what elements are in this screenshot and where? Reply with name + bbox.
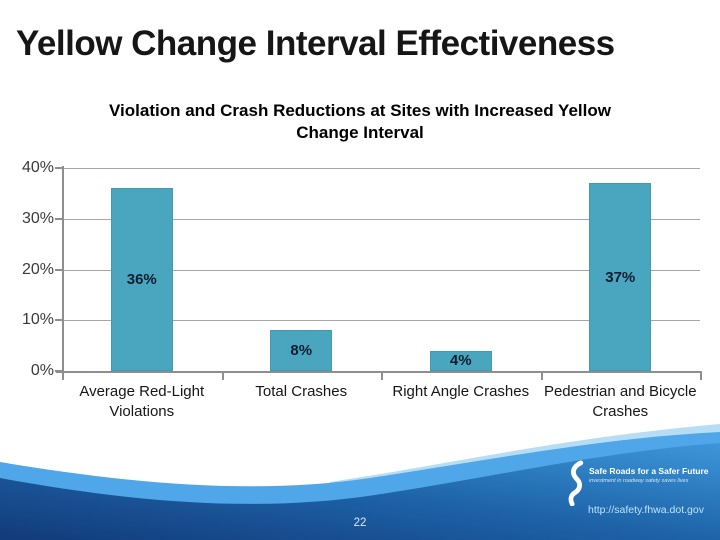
x-axis-tick	[62, 373, 64, 380]
gridline	[63, 269, 700, 271]
wave-body-shape	[0, 443, 720, 540]
y-axis-tick	[55, 217, 62, 220]
bar-4: 37%	[589, 183, 652, 371]
y-axis-tick-label: 30%	[21, 209, 54, 227]
bar-value-label: 4%	[449, 352, 472, 370]
y-axis-tick	[55, 167, 62, 169]
bar-value-label: 37%	[605, 268, 636, 286]
y-axis-tick-label: 20%	[21, 260, 54, 278]
s-swoosh-icon	[568, 460, 584, 506]
logo-url: http://safety.fhwa.dot.gov	[588, 504, 704, 516]
footer-wave-graphic	[0, 424, 720, 540]
chart-title: Violation and Crash Reductions at Sites …	[100, 100, 620, 144]
x-axis-category-label: Total Crashes	[255, 383, 348, 400]
bar-2: 8%	[270, 330, 333, 371]
x-axis-category-label: Right Angle Crashes	[392, 383, 530, 400]
x-axis-tick	[540, 373, 543, 380]
y-axis-tick	[55, 319, 62, 322]
y-axis-tick-label: 0%	[30, 362, 54, 379]
x-axis-category-label: Average Red-Light Violations	[79, 383, 205, 420]
x-axis-line	[56, 371, 702, 373]
x-axis-category-label: Pedestrian and Bicycle Crashes	[543, 383, 697, 420]
chart-title-text: Violation and Crash Reductions at Sites …	[109, 101, 611, 142]
gridline	[63, 320, 700, 322]
x-axis-tick	[700, 373, 702, 380]
bar-3: 4%	[429, 350, 492, 371]
page-number: 22	[353, 517, 367, 529]
logo-title: Safe Roads for a Safer Future	[589, 466, 709, 476]
x-axis-tick	[221, 373, 224, 380]
logo-tagline: investment in roadway safety saves lives	[589, 478, 689, 484]
x-axis-tick	[381, 373, 383, 380]
y-axis-tick-label: 10%	[21, 311, 54, 329]
y-axis-tick	[55, 268, 62, 271]
bar-1: 36%	[110, 188, 173, 371]
y-axis-line	[62, 166, 64, 376]
safe-roads-logo: Safe Roads for a Safer Future investment…	[566, 457, 720, 521]
gridline	[63, 168, 700, 169]
bar-value-label: 8%	[290, 342, 313, 360]
y-axis-tick-label: 40%	[21, 159, 54, 176]
bar-value-label: 36%	[126, 271, 157, 289]
gridline	[63, 218, 700, 220]
slide-title: Yellow Change Interval Effectiveness	[16, 24, 615, 63]
